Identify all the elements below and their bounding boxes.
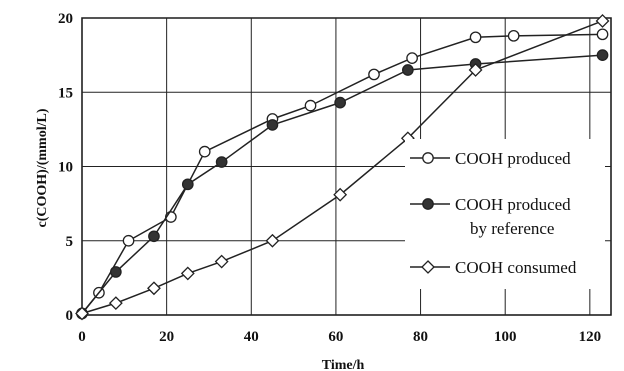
legend-item: COOH produced <box>410 149 571 168</box>
data-point <box>214 254 229 269</box>
data-point <box>181 178 194 191</box>
y-tick-label: 5 <box>66 234 74 250</box>
data-point <box>507 29 520 42</box>
x-tick-label: 60 <box>328 329 343 345</box>
y-tick-label: 15 <box>58 85 73 101</box>
data-point <box>406 52 418 64</box>
x-tick-label: 80 <box>413 329 428 345</box>
data-point <box>75 306 89 321</box>
y-tick-label: 20 <box>58 11 73 27</box>
legend-box <box>405 139 605 289</box>
x-axis-title: Time/h <box>322 358 365 371</box>
data-point <box>148 230 160 243</box>
legend-item: COOH consumed <box>410 258 577 277</box>
series-line <box>81 20 603 315</box>
data-point <box>304 99 317 112</box>
legend-marker <box>422 152 434 164</box>
legend-label: COOH consumed <box>455 258 577 277</box>
series-layer <box>75 14 610 321</box>
data-point <box>333 187 348 202</box>
data-point <box>198 145 211 158</box>
series-line <box>81 54 603 314</box>
legend-label: COOH produced <box>455 195 571 214</box>
data-point <box>596 28 609 41</box>
data-point <box>595 14 610 28</box>
data-point <box>122 234 135 247</box>
series-line <box>81 33 603 314</box>
data-point <box>110 266 122 278</box>
x-tick-label: 0 <box>78 329 86 345</box>
legend-label: COOH produced <box>455 149 571 168</box>
y-tick-label: 0 <box>66 308 74 324</box>
data-point <box>334 96 347 109</box>
data-point <box>147 281 161 296</box>
legend-item: COOH produced by reference <box>410 195 571 238</box>
legend-label: by reference <box>470 219 554 238</box>
data-point <box>215 156 228 168</box>
y-axis-title: c(COOH)/(mmol/L) <box>35 108 50 227</box>
data-point <box>265 233 280 248</box>
x-tick-label: 120 <box>579 329 602 345</box>
data-point <box>469 31 482 44</box>
x-tick-label: 40 <box>244 329 259 345</box>
data-point <box>180 266 195 281</box>
x-tick-label: 20 <box>159 329 174 345</box>
series-3 <box>75 14 610 321</box>
y-tick-label: 10 <box>58 160 73 176</box>
tick-labels: 0 5 10 15 20 0 20 40 60 80 100 120 <box>58 11 601 345</box>
data-point <box>266 119 279 131</box>
data-point <box>402 64 414 76</box>
x-tick-label: 100 <box>494 329 517 345</box>
legend-marker <box>421 260 435 274</box>
data-point <box>368 68 380 81</box>
legend-marker <box>422 198 434 210</box>
data-point <box>468 63 483 77</box>
data-point <box>108 296 123 311</box>
data-point <box>596 49 609 61</box>
